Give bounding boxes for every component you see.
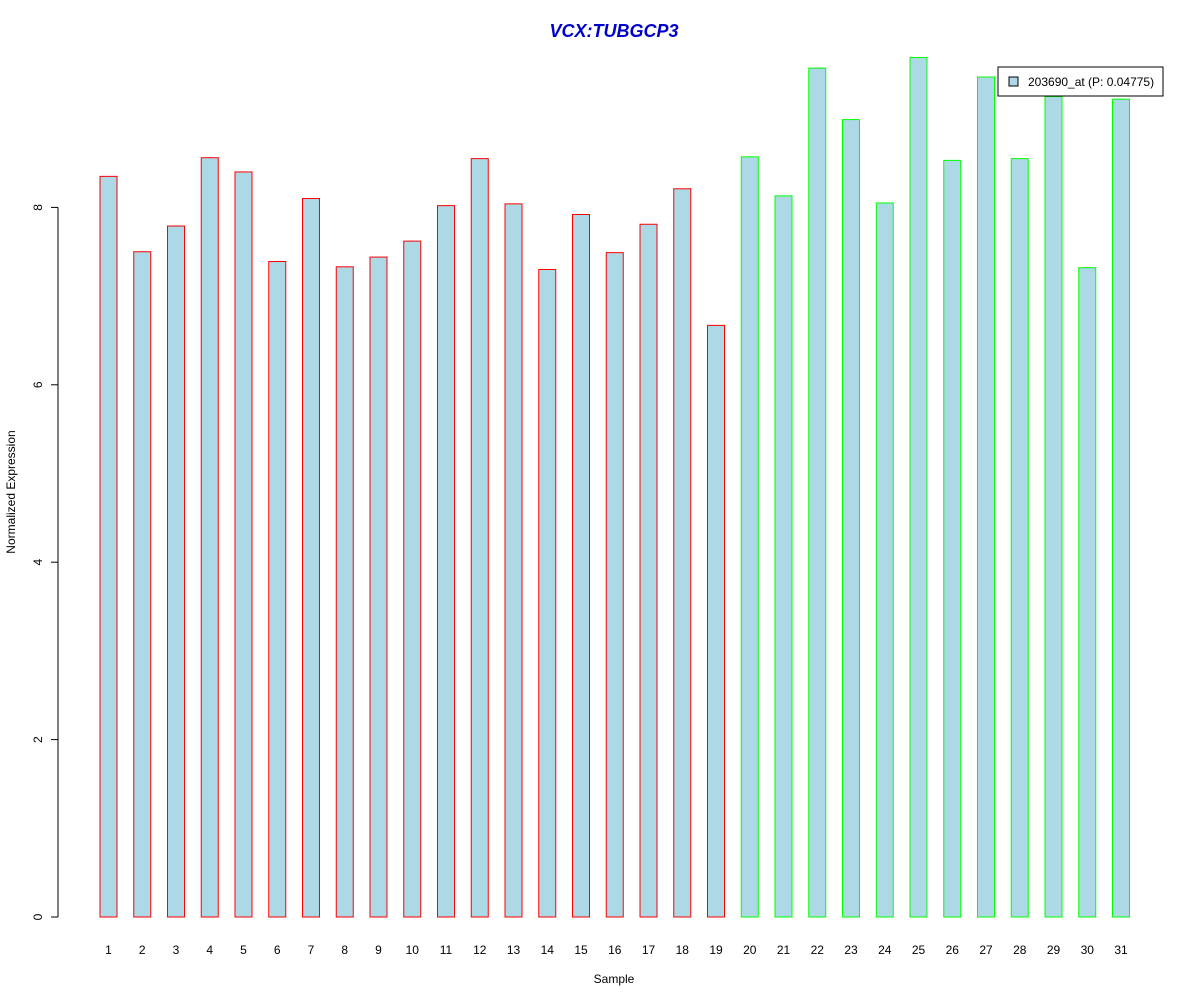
x-tick-label: 11 (440, 943, 453, 957)
x-tick-label: 16 (608, 943, 622, 957)
x-tick-label: 3 (173, 943, 180, 957)
bar (99, 175, 118, 918)
bar (572, 213, 590, 918)
bar (707, 324, 725, 918)
bar (943, 159, 962, 918)
x-tick-label: 31 (1114, 943, 1128, 957)
x-tick-label: 29 (1047, 943, 1061, 957)
bar (1010, 158, 1029, 918)
x-tick-label: 26 (946, 943, 960, 957)
x-tick-label: 9 (375, 943, 382, 957)
bar (302, 198, 320, 918)
bar (1044, 96, 1063, 918)
x-tick-label: 5 (240, 943, 247, 957)
x-tick-label: 6 (274, 943, 281, 957)
x-tick-label: 21 (777, 943, 791, 957)
y-tick-label: 4 (31, 559, 45, 566)
bar (369, 256, 388, 918)
x-tick-label: 10 (406, 943, 420, 957)
bar (909, 56, 928, 918)
y-tick-label: 6 (31, 381, 45, 388)
chart-title: VCX:TUBGCP3 (549, 21, 678, 41)
x-tick-label: 27 (979, 943, 993, 957)
bar (1078, 267, 1097, 918)
x-tick-label: 18 (676, 943, 690, 957)
x-tick-label: 22 (811, 943, 825, 957)
x-tick-label: 17 (642, 943, 656, 957)
bar (234, 171, 253, 918)
bar (808, 67, 827, 918)
y-tick-label: 2 (31, 736, 45, 743)
legend-label: 203690_at (P: 0.04775) (1028, 75, 1154, 89)
x-tick-label: 25 (912, 943, 926, 957)
bar (875, 202, 894, 918)
bar (842, 119, 860, 918)
bar (133, 251, 152, 918)
legend-swatch (1008, 76, 1019, 87)
x-tick-label: 19 (709, 943, 723, 957)
x-tick-label: 7 (308, 943, 315, 957)
y-axis: 0 2 4 6 8 (31, 204, 59, 920)
y-tick-label: 0 (31, 913, 45, 920)
x-tick-label: 2 (139, 943, 146, 957)
legend-box (997, 66, 1164, 97)
x-tick-labels: 1 2 3 4 5 6 7 8 9 10 11 12 13 14 15 16 17 18 19 20 21 22 23 24 2… (105, 943, 1128, 957)
bar (538, 268, 557, 918)
bar (437, 205, 455, 918)
bar (977, 76, 995, 918)
bar (639, 223, 658, 918)
bar (605, 252, 624, 918)
x-tick-label: 30 (1081, 943, 1095, 957)
y-axis-label: Normalized Expression (4, 430, 18, 553)
x-tick-label: 24 (878, 943, 892, 957)
bar (335, 266, 354, 918)
x-tick-label: 4 (206, 943, 213, 957)
x-tick-label: 1 (105, 943, 112, 957)
x-tick-label: 8 (341, 943, 348, 957)
bar (167, 225, 185, 918)
bar (673, 188, 692, 918)
x-tick-label: 12 (473, 943, 487, 957)
bar (268, 261, 287, 918)
bar (740, 156, 759, 918)
bar (470, 158, 489, 918)
bar (1112, 98, 1130, 918)
bars-group (99, 56, 1130, 918)
bar (504, 203, 523, 918)
x-tick-label: 28 (1013, 943, 1027, 957)
x-tick-label: 14 (541, 943, 555, 957)
x-tick-label: 15 (574, 943, 588, 957)
bar (200, 157, 219, 918)
y-tick-label: 8 (31, 204, 45, 211)
legend: 203690_at (P: 0.04775) (997, 66, 1164, 97)
x-tick-label: 20 (743, 943, 757, 957)
bar (774, 195, 793, 918)
x-tick-label: 23 (844, 943, 858, 957)
bar (403, 240, 422, 918)
x-axis-label: Sample (594, 972, 635, 986)
x-tick-label: 13 (507, 943, 521, 957)
